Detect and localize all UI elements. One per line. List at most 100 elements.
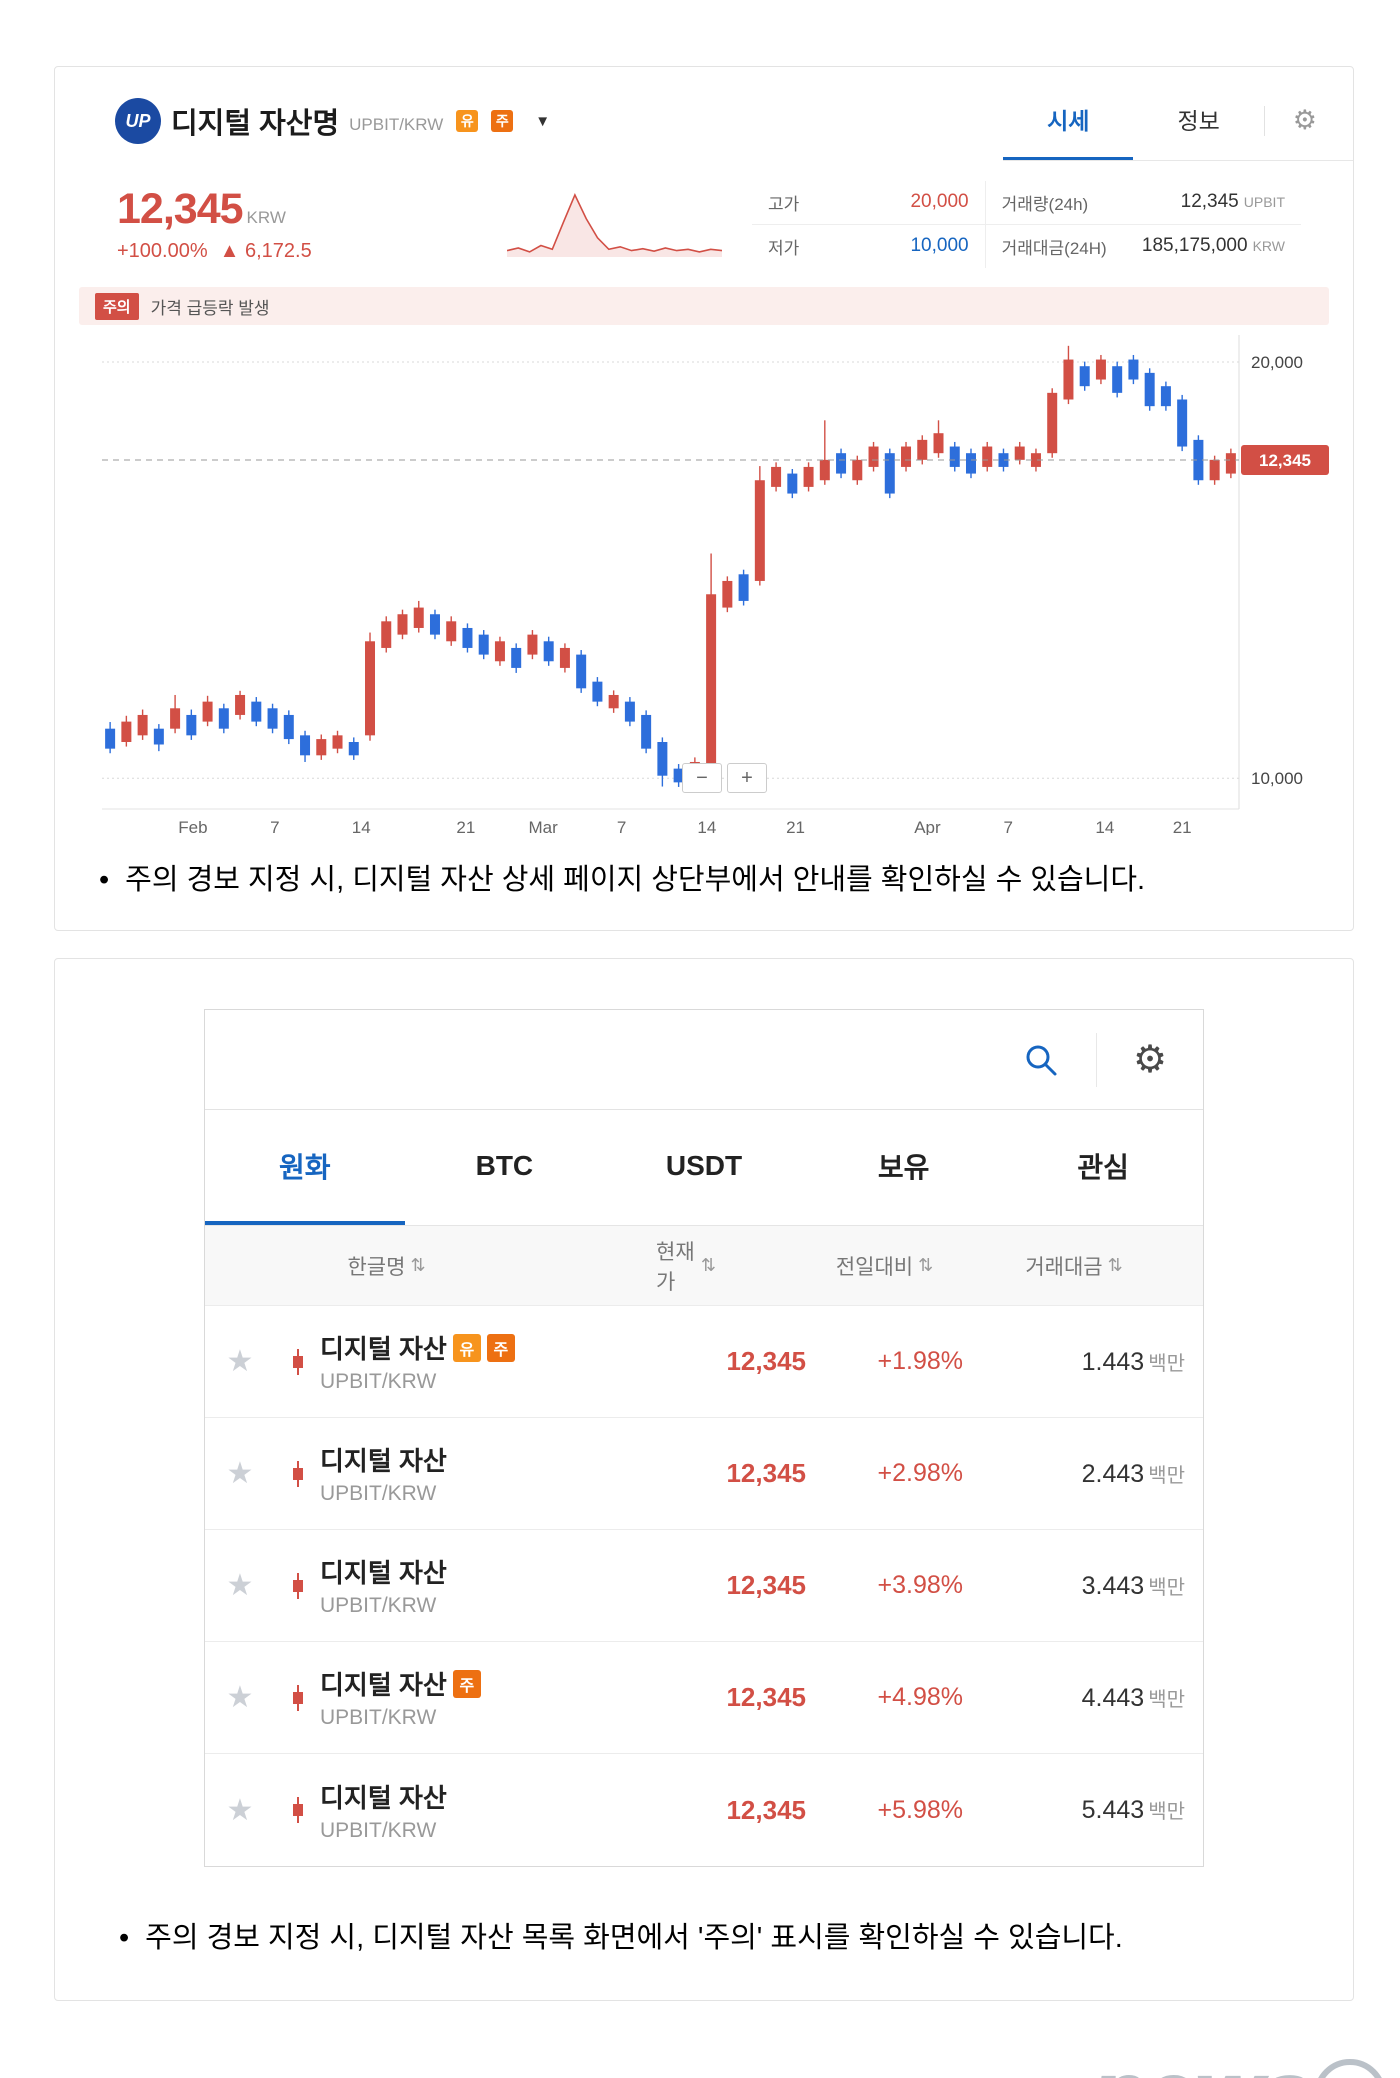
mini-candle-icon bbox=[290, 1460, 306, 1487]
svg-text:Feb: Feb bbox=[178, 818, 207, 835]
svg-text:10,000: 10,000 bbox=[1251, 769, 1303, 788]
asset-row[interactable]: ★ 디지털 자산 UPBIT/KRW 12,345 +2.98% 2.443 백만 bbox=[205, 1418, 1203, 1531]
amount-label: 거래대금(24H) bbox=[1001, 238, 1107, 258]
asset-detail-card: UP 디지털 자산명 UPBIT/KRW 유 주 ▼ 시세 정보 ⚙ 12,34… bbox=[54, 66, 1354, 932]
asset-name: 디지털 자산 bbox=[320, 1334, 447, 1365]
price-summary: 12,345 KRW +100.00% ▲ 6,172.5 고가 20,000 거래… bbox=[55, 161, 1353, 283]
svg-text:21: 21 bbox=[456, 818, 475, 835]
asset-list-card: ⚙ 원화 BTC USDT 보유 관심 한글명 ⇅ 현재가 ⇅ 전일대비 ⇅ 거래대금… bbox=[54, 958, 1354, 2002]
asset-pair: UPBIT/KRW bbox=[320, 1818, 437, 1842]
row-amount: 2.443 백만 bbox=[1081, 1459, 1185, 1488]
tab-info[interactable]: 정보 bbox=[1133, 81, 1263, 160]
volume-value: 12,345 UPBIT bbox=[1180, 191, 1285, 212]
zoom-out-button[interactable]: − bbox=[682, 763, 722, 793]
asset-pair: UPBIT/KRW bbox=[320, 1706, 437, 1730]
warning-text: 가격 급등락 발생 bbox=[150, 298, 270, 318]
asset-name: 디지털 자산 bbox=[320, 1446, 447, 1477]
sort-icon: ⇅ bbox=[700, 1255, 716, 1276]
asset-pair: UPBIT/KRW bbox=[320, 1370, 437, 1394]
svg-text:14: 14 bbox=[697, 818, 716, 835]
news1-watermark: news 1 bbox=[1091, 2045, 1386, 2078]
stats-grid: 고가 20,000 거래량(24h) 12,345 UPBIT 저가 10,000… bbox=[752, 180, 1301, 268]
tab-price[interactable]: 시세 bbox=[1003, 81, 1134, 160]
asset-name: 디지털 자산 bbox=[320, 1670, 447, 1701]
caution-badge: 주 bbox=[486, 1333, 515, 1362]
tab-btc[interactable]: BTC bbox=[405, 1110, 605, 1225]
divider bbox=[1096, 1032, 1097, 1087]
caution-badge-ju: 주 bbox=[491, 110, 514, 132]
tab-usdt[interactable]: USDT bbox=[604, 1110, 804, 1225]
mini-candle-icon bbox=[290, 1572, 306, 1599]
high-label: 고가 bbox=[768, 194, 800, 214]
svg-text:7: 7 bbox=[270, 818, 279, 835]
search-icon[interactable] bbox=[986, 1010, 1096, 1109]
low-value: 10,000 bbox=[910, 235, 969, 256]
column-name[interactable]: 한글명 ⇅ bbox=[347, 1255, 426, 1279]
tab-krw[interactable]: 원화 bbox=[205, 1110, 405, 1226]
bullet-dot: • bbox=[119, 1922, 130, 1955]
detail-header: UP 디지털 자산명 UPBIT/KRW 유 주 ▼ 시세 정보 ⚙ bbox=[55, 81, 1353, 161]
tab-holdings[interactable]: 보유 bbox=[804, 1110, 1004, 1225]
row-change: +2.98% bbox=[877, 1459, 964, 1488]
tab-favorites[interactable]: 관심 bbox=[1003, 1110, 1203, 1225]
search-input[interactable] bbox=[205, 1010, 986, 1110]
asset-row[interactable]: ★ 디지털 자산 주 UPBIT/KRW 12,345 +4.98% 4.443… bbox=[205, 1642, 1203, 1755]
asset-list-panel: ⚙ 원화 BTC USDT 보유 관심 한글명 ⇅ 현재가 ⇅ 전일대비 ⇅ 거래대금… bbox=[204, 1009, 1204, 1868]
favorite-star-icon[interactable]: ★ bbox=[226, 1569, 254, 1603]
favorite-star-icon[interactable]: ★ bbox=[226, 1457, 254, 1491]
svg-text:14: 14 bbox=[352, 818, 371, 835]
upbit-logo: UP bbox=[115, 98, 161, 144]
column-change[interactable]: 전일대비 ⇅ bbox=[835, 1255, 934, 1279]
list-header: 한글명 ⇅ 현재가 ⇅ 전일대비 ⇅ 거래대금 ⇅ bbox=[205, 1226, 1203, 1307]
search-bar: ⚙ bbox=[205, 1010, 1203, 1111]
asset-pair: UPBIT/KRW bbox=[320, 1482, 437, 1506]
asset-pair: UPBIT/KRW bbox=[320, 1594, 437, 1618]
row-price: 12,345 bbox=[726, 1346, 806, 1377]
svg-text:Apr: Apr bbox=[914, 818, 941, 835]
asset-name: 디지털 자산명 bbox=[171, 108, 340, 140]
asset-pair: UPBIT/KRW bbox=[349, 115, 444, 134]
favorite-star-icon[interactable]: ★ bbox=[226, 1345, 254, 1379]
warning-badge: 주의 bbox=[95, 292, 139, 320]
caution-badge: 주 bbox=[452, 1669, 481, 1698]
asset-name: 디지털 자산 bbox=[320, 1782, 447, 1813]
divider bbox=[1263, 105, 1265, 136]
current-price: 12,345 bbox=[117, 185, 244, 233]
asset-row[interactable]: ★ 디지털 자산 UPBIT/KRW 12,345 +5.98% 5.443 백만 bbox=[205, 1754, 1203, 1866]
row-price: 12,345 bbox=[726, 1794, 806, 1825]
zoom-in-button[interactable]: + bbox=[727, 763, 767, 793]
volume-label: 거래량(24h) bbox=[1001, 194, 1089, 214]
notice-bullet-1: • 주의 경보 지정 시, 디지털 자산 상세 페이지 상단부에서 안내를 확인… bbox=[99, 861, 1323, 900]
column-amount[interactable]: 거래대금 ⇅ bbox=[1025, 1255, 1123, 1279]
currency-unit: KRW bbox=[246, 208, 286, 227]
asset-row[interactable]: ★ 디지털 자산 UPBIT/KRW 12,345 +3.98% 3.443 백만 bbox=[205, 1530, 1203, 1643]
notice-bullet-2: • 주의 경보 지정 시, 디지털 자산 목록 화면에서 '주의' 표시를 확인… bbox=[119, 1919, 1323, 1958]
svg-text:Mar: Mar bbox=[529, 818, 559, 835]
list-settings-gear-icon[interactable]: ⚙ bbox=[1097, 1010, 1203, 1109]
row-amount: 3.443 백만 bbox=[1081, 1571, 1185, 1600]
bullet-dot: • bbox=[99, 864, 110, 896]
asset-row[interactable]: ★ 디지털 자산 유 주 UPBIT/KRW 12,345 +1.98% 1.4… bbox=[205, 1306, 1203, 1419]
sort-icon: ⇅ bbox=[1107, 1255, 1123, 1276]
candlestick-chart[interactable]: 20,000 10,000 12,345 Feb 7 14 21 Mar 7 14 21 Apr 7 14… bbox=[102, 335, 1347, 835]
row-price: 12,345 bbox=[726, 1458, 806, 1489]
chevron-down-icon[interactable]: ▼ bbox=[535, 112, 551, 130]
mini-candle-icon bbox=[290, 1684, 306, 1711]
row-amount: 5.443 백만 bbox=[1081, 1796, 1185, 1825]
row-price: 12,345 bbox=[726, 1570, 806, 1601]
favorite-star-icon[interactable]: ★ bbox=[226, 1793, 254, 1827]
svg-text:12,345: 12,345 bbox=[1259, 451, 1311, 470]
caution-badge-yu: 유 bbox=[456, 110, 479, 132]
high-value: 20,000 bbox=[910, 191, 969, 212]
column-price[interactable]: 현재가 ⇅ bbox=[656, 1240, 716, 1294]
watermark-one: 1 bbox=[1314, 2058, 1386, 2078]
row-change: +1.98% bbox=[877, 1347, 964, 1376]
settings-gear-icon[interactable]: ⚙ bbox=[1265, 81, 1345, 160]
svg-text:20,000: 20,000 bbox=[1251, 353, 1303, 372]
row-amount: 1.443 백만 bbox=[1081, 1347, 1185, 1376]
market-tabs: 원화 BTC USDT 보유 관심 bbox=[205, 1110, 1203, 1227]
favorite-star-icon[interactable]: ★ bbox=[226, 1681, 254, 1715]
row-price: 12,345 bbox=[726, 1682, 806, 1713]
svg-text:7: 7 bbox=[1003, 818, 1012, 835]
svg-text:21: 21 bbox=[1173, 818, 1192, 835]
